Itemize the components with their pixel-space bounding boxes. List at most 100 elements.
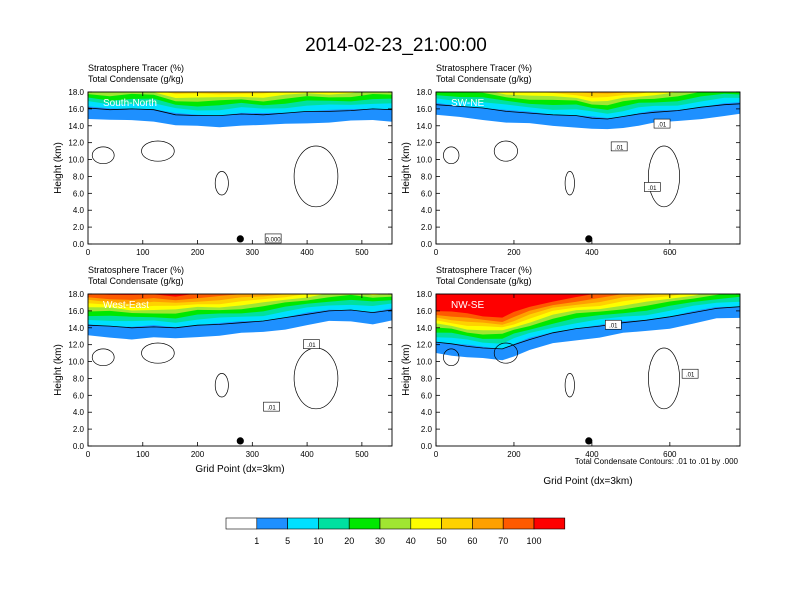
cross-point-marker [236, 235, 244, 243]
tracer-field: .01 .01 [436, 294, 740, 410]
y-tick-label: 8.0 [421, 172, 433, 181]
panel-3: .01 .01 West-East Stratosphere Tracer (%)To… [53, 265, 393, 475]
y-tick-label: 18.0 [68, 88, 84, 97]
y-tick-label: 8.0 [73, 172, 85, 181]
contour-label-box [644, 182, 661, 192]
x-tick-label: 0 [86, 450, 91, 459]
condensate-contour [564, 171, 575, 196]
contour-label-box [605, 319, 622, 330]
y-tick-label: 16.0 [416, 307, 432, 316]
contour-footnote: Total Condensate Contours: .01 to .01 by… [575, 457, 739, 466]
colorbar-swatch [318, 517, 350, 530]
x-tick-label: 400 [585, 248, 599, 257]
panel-label: West-East [103, 300, 149, 311]
panel-label: NW-SE [451, 300, 484, 311]
y-tick-label: 14.0 [68, 122, 84, 131]
colorbar-swatch [379, 517, 412, 530]
panel-label: South-North [103, 98, 157, 109]
x-tick-label: 500 [355, 450, 369, 459]
y-tick-label: 10.0 [416, 156, 432, 165]
tropopause-line [436, 103, 740, 120]
y-tick-label: 0.0 [421, 240, 433, 249]
contour-label: .01 [307, 343, 316, 349]
x-tick-label: 600 [663, 450, 677, 459]
y-tick-label: 8.0 [73, 374, 85, 383]
x-tick-label: 500 [355, 248, 369, 257]
tracer-band-70 [88, 294, 253, 301]
y-tick-label: 4.0 [73, 206, 85, 215]
y-tick-label: 4.0 [73, 408, 85, 417]
condensate-contour [214, 171, 229, 196]
colorbar-label: 20 [344, 536, 354, 546]
tracer-band-50 [538, 92, 650, 98]
colorbar-label: 5 [285, 536, 290, 546]
y-tick-label: 18.0 [416, 290, 432, 299]
x-tick-label: 200 [507, 450, 521, 459]
contour-label: 0.000 [266, 237, 282, 243]
panel-title-condensate: Total Condensate (g/kg) [88, 276, 184, 286]
x-axis-label: Grid Point (dx=3km) [543, 476, 632, 487]
y-tick-label: 2.0 [421, 425, 433, 434]
y-tick-label: 16.0 [416, 105, 432, 114]
colorbar-swatch [502, 517, 535, 530]
plot-frame [435, 91, 741, 245]
x-tick-label: 0 [434, 450, 439, 459]
panel-1: 0.000 South-North Stratosphere Tracer (%)T… [53, 63, 393, 257]
y-tick-label: 4.0 [421, 408, 433, 417]
colorbar-swatch [441, 517, 473, 530]
y-tick-label: 2.0 [73, 223, 85, 232]
y-tick-label: 10.0 [68, 156, 84, 165]
colorbar-swatch [348, 517, 381, 530]
tracer-field: .01 .01 .01 [436, 92, 740, 208]
colorbar-label: 10 [313, 536, 323, 546]
y-tick-label: 10.0 [68, 358, 84, 367]
x-tick-label: 400 [585, 450, 599, 459]
colorbar-label: 30 [375, 536, 385, 546]
contour-label: .01 [267, 406, 276, 412]
colorbar-label: 50 [437, 536, 447, 546]
y-tick-label: 12.0 [416, 139, 432, 148]
condensate-contour [91, 146, 115, 165]
tracer-field: .01 .01 [88, 294, 392, 412]
x-tick-label: 0 [86, 248, 91, 257]
y-tick-label: 18.0 [416, 88, 432, 97]
y-tick-label: 12.0 [416, 341, 432, 350]
panel-title-condensate: Total Condensate (g/kg) [436, 276, 532, 286]
panel-title-condensate: Total Condensate (g/kg) [436, 74, 532, 84]
y-tick-label: 6.0 [73, 189, 85, 198]
y-tick-label: 12.0 [68, 139, 84, 148]
panel-title-condensate: Total Condensate (g/kg) [88, 74, 184, 84]
y-axis-label: Height (km) [53, 344, 64, 396]
contour-label-box [653, 118, 671, 129]
x-tick-label: 200 [191, 248, 205, 257]
colorbar-label: 1 [254, 536, 259, 546]
condensate-contour [648, 145, 680, 208]
y-tick-label: 0.0 [73, 240, 85, 249]
condensate-contour [564, 373, 575, 398]
condensate-contour [141, 342, 175, 364]
contour-label: .01 [658, 123, 667, 129]
x-tick-label: 100 [136, 248, 150, 257]
y-axis-label: Height (km) [401, 344, 412, 396]
contour-label-box [303, 339, 320, 349]
y-tick-label: 14.0 [416, 122, 432, 131]
contour-label-box [263, 401, 280, 412]
x-tick-label: 200 [507, 248, 521, 257]
x-axis-label: Grid Point (dx=3km) [195, 464, 284, 475]
colorbar-label: 70 [498, 536, 508, 546]
condensate-contour [141, 140, 175, 162]
contour-label: .01 [615, 145, 624, 151]
colorbar-swatch [533, 517, 566, 530]
panel-2: .01 .01 .01 SW-NE Stratosphere Tracer (%)Tot… [401, 63, 741, 257]
y-tick-label: 2.0 [421, 223, 433, 232]
condensate-contour [493, 140, 518, 162]
y-tick-label: 12.0 [68, 341, 84, 350]
y-tick-label: 16.0 [68, 105, 84, 114]
y-tick-label: 14.0 [416, 324, 432, 333]
colorbar-label: 60 [467, 536, 477, 546]
y-tick-label: 16.0 [68, 307, 84, 316]
colorbar-swatch [472, 517, 504, 530]
